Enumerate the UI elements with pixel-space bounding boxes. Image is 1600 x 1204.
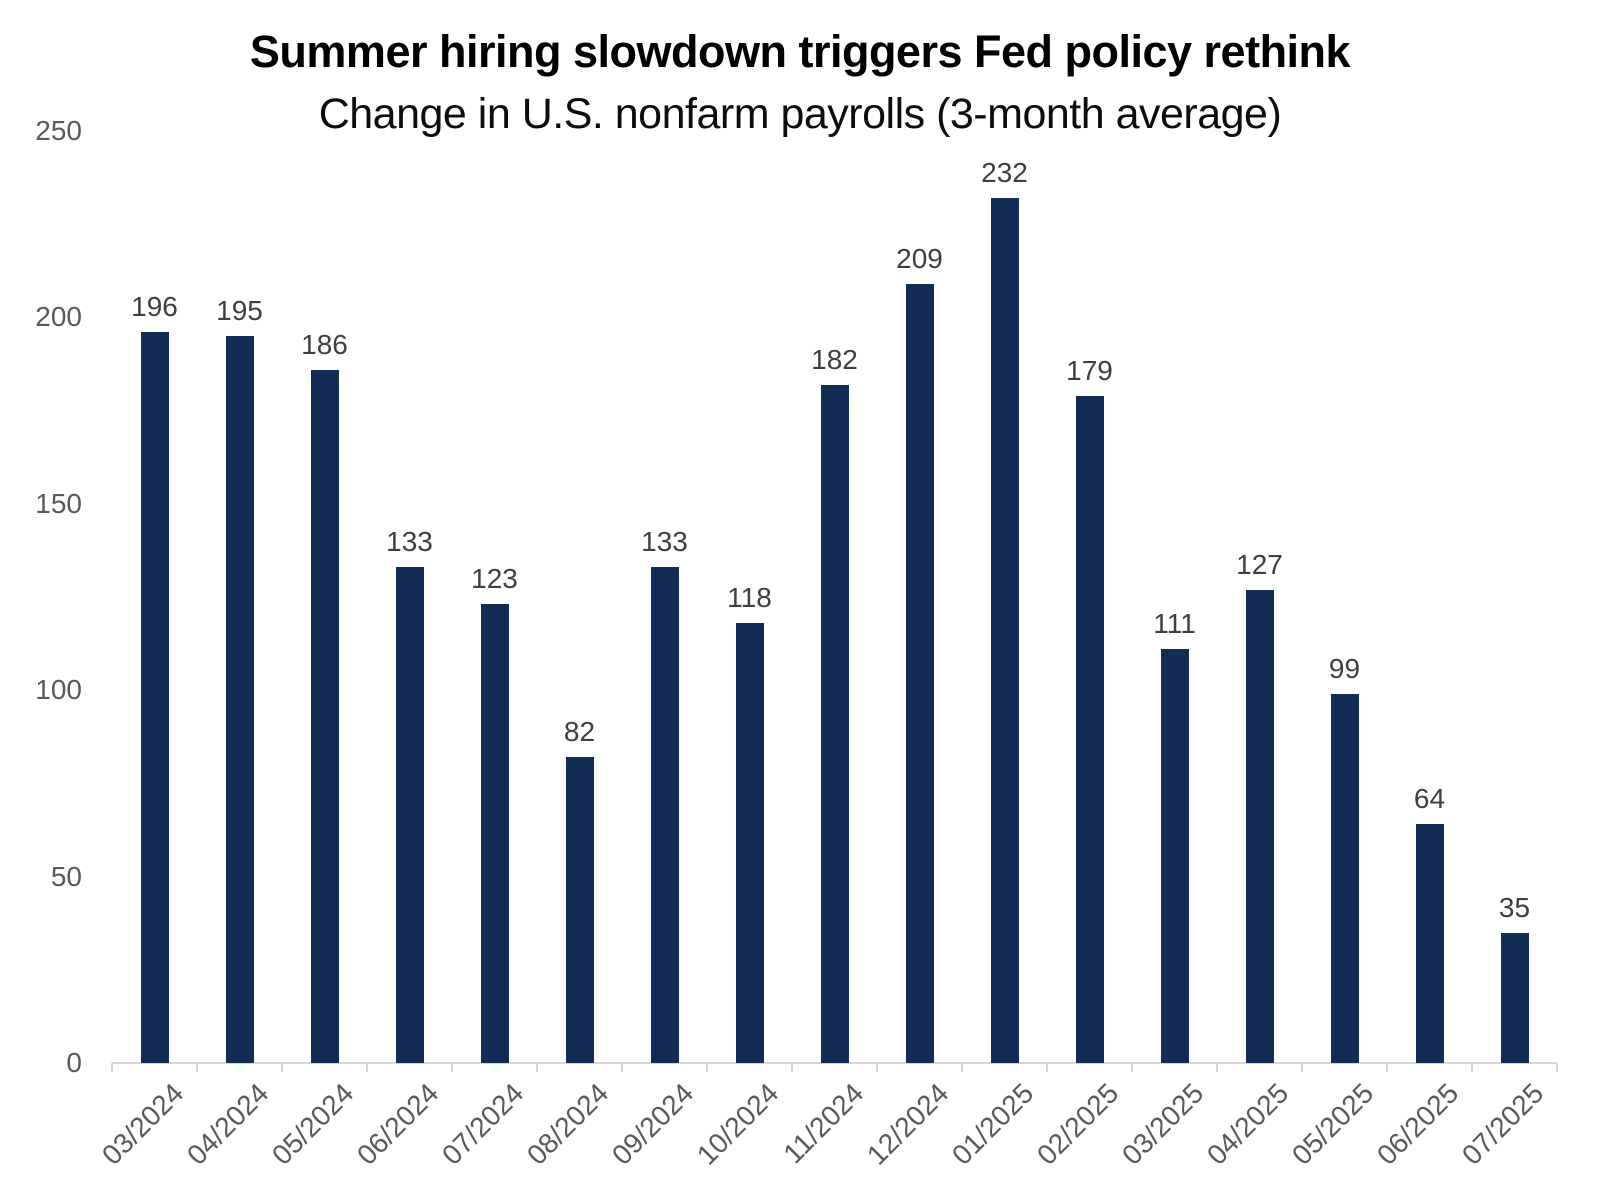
bar-value-label: 111 [1153,608,1196,640]
bar [990,198,1019,1063]
x-axis-tick [1301,1063,1303,1072]
x-axis-label: 03/2024 [96,1077,190,1171]
x-axis-label: 04/2025 [1201,1077,1295,1171]
y-axis-label: 50 [50,860,82,892]
x-axis-label: 08/2024 [521,1077,615,1171]
x-axis-label: 07/2025 [1456,1077,1550,1171]
y-axis-label: 200 [35,301,82,333]
bar-value-label: 133 [641,526,688,558]
x-axis-tick [621,1063,623,1072]
x-axis-label: 02/2025 [1031,1077,1125,1171]
bar-value-label: 196 [131,291,178,323]
bar-value-label: 64 [1413,783,1446,815]
x-axis-label: 12/2024 [861,1077,955,1171]
bar [310,369,339,1063]
bar-value-label: 123 [471,563,518,595]
x-axis-tick [536,1063,538,1072]
x-axis-tick [1386,1063,1388,1072]
x-axis-label: 04/2024 [181,1077,275,1171]
x-axis-tick [196,1063,198,1072]
x-axis-label: 03/2025 [1116,1077,1210,1171]
x-axis-tick [1471,1063,1473,1072]
bar [1500,932,1529,1063]
bar [1415,824,1444,1063]
x-axis-label: 07/2024 [436,1077,530,1171]
x-axis-label: 05/2024 [266,1077,360,1171]
x-axis-tick [961,1063,963,1072]
x-axis-label: 11/2024 [777,1077,870,1170]
y-axis-label: 100 [35,674,82,706]
y-axis-label: 0 [66,1047,82,1078]
chart-subtitle: Change in U.S. nonfarm payrolls (3-month… [318,90,1282,138]
x-axis-tick [281,1063,283,1072]
bar [225,336,254,1063]
x-axis-tick [791,1063,793,1072]
bar [1245,589,1274,1063]
bar-value-label: 195 [216,295,263,327]
bar-value-label: 179 [1066,354,1113,386]
x-axis-tick [1046,1063,1048,1072]
x-axis-tick [366,1063,368,1072]
bar-value-label: 118 [727,582,772,614]
bar-value-label: 99 [1328,652,1361,684]
bar-value-label: 186 [301,328,348,360]
bar [140,332,169,1063]
bar [905,283,934,1063]
bar [735,623,764,1063]
x-axis-tick [111,1063,113,1072]
x-axis-line [112,1062,1557,1064]
bar [650,567,679,1063]
x-axis-tick [1556,1063,1558,1072]
bar-value-label: 209 [896,242,943,274]
bar [565,757,594,1063]
bar-value-label: 133 [386,526,433,558]
bar-value-label: 232 [981,157,1028,189]
bar-value-label: 35 [1498,891,1531,923]
bar [480,604,509,1063]
x-axis-tick [1216,1063,1218,1072]
bar [1075,395,1104,1063]
bar [395,567,424,1063]
x-axis-tick [706,1063,708,1072]
x-axis-tick [1131,1063,1133,1072]
x-axis-label: 09/2024 [606,1077,700,1171]
x-axis-label: 06/2025 [1371,1077,1465,1171]
bar [820,384,849,1063]
x-axis-label: 01/2025 [946,1077,1040,1171]
x-axis-label: 06/2024 [351,1077,445,1171]
bar-value-label: 182 [811,343,858,375]
chart-title: Summer hiring slowdown triggers Fed poli… [249,26,1351,77]
x-axis-label: 10/2024 [691,1077,785,1171]
bar [1160,649,1189,1063]
x-axis-tick [876,1063,878,1072]
bar-value-label: 82 [563,716,596,748]
y-axis-label: 250 [35,115,82,146]
y-axis-label: 150 [35,487,82,519]
x-axis-tick [451,1063,453,1072]
bar [1330,693,1359,1063]
bar-value-label: 127 [1236,548,1283,580]
x-axis-label: 05/2025 [1286,1077,1380,1171]
